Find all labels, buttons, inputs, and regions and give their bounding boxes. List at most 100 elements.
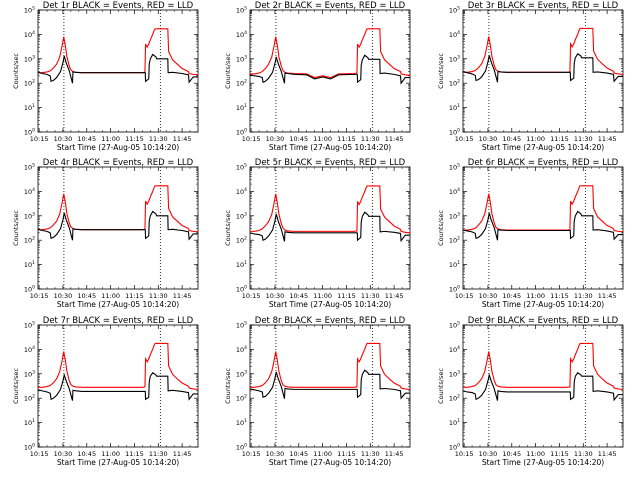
chart-panel-9: Det 9r BLACK = Events, RED = LLD Counts/s… [437, 316, 624, 467]
x-tick-label: 10:15 [455, 135, 474, 143]
x-tick-label: 11:45 [173, 292, 192, 300]
x-tick-label: 10:15 [455, 450, 474, 458]
y-tick-label: 102 [449, 394, 460, 403]
y-tick-label: 102 [449, 79, 460, 88]
x-tick-label: 10:30 [54, 135, 73, 143]
series-line-events [37, 372, 198, 401]
y-axis-label: Counts/sec [12, 53, 20, 89]
y-axis-label: Counts/sec [437, 210, 445, 246]
y-tick-label: 102 [236, 79, 247, 88]
y-tick-label: 104 [24, 187, 35, 196]
x-axis-label: Start Time (27-Aug-05 10:14:20) [482, 300, 604, 309]
x-tick-label: 10:45 [289, 450, 308, 458]
series-line-events [37, 53, 198, 84]
y-tick-label: 101 [236, 260, 247, 269]
x-tick-label: 10:30 [479, 450, 498, 458]
x-tick-label: 10:45 [77, 135, 96, 143]
x-tick-label: 10:15 [30, 292, 49, 300]
plot-frame [249, 324, 411, 448]
y-tick-label: 101 [24, 418, 35, 427]
x-tick-label: 11:45 [598, 450, 617, 458]
y-tick-label: 101 [449, 260, 460, 269]
x-tick-label: 11:00 [526, 292, 545, 300]
y-tick-label: 102 [24, 79, 35, 88]
y-tick-label: 105 [449, 163, 460, 172]
chart-panel-6: Det 6r BLACK = Events, RED = LLD Counts/s… [437, 158, 624, 309]
y-tick-label: 103 [24, 369, 35, 378]
x-tick-label: 11:45 [598, 135, 617, 143]
x-tick-label: 11:00 [526, 135, 545, 143]
x-tick-label: 11:30 [361, 135, 380, 143]
x-tick-label: 11:45 [173, 450, 192, 458]
x-tick-label: 10:45 [289, 135, 308, 143]
y-axis-label: Counts/sec [224, 53, 232, 89]
x-tick-label: 10:30 [266, 450, 285, 458]
x-tick-label: 11:15 [337, 450, 356, 458]
plot-frame [462, 166, 624, 290]
x-axis-label: Start Time (27-Aug-05 10:14:20) [482, 458, 604, 467]
series-line-lld [250, 185, 411, 234]
x-axis-label: Start Time (27-Aug-05 10:14:20) [57, 458, 179, 467]
x-tick-label: 11:00 [313, 292, 332, 300]
y-tick-label: 105 [449, 321, 460, 330]
chart-panel-1: Det 1r BLACK = Events, RED = LLD Counts/s… [12, 1, 199, 152]
x-tick-label: 10:30 [266, 292, 285, 300]
x-tick-label: 10:45 [502, 450, 521, 458]
x-tick-label: 10:30 [266, 135, 285, 143]
x-tick-label: 10:30 [54, 292, 73, 300]
plot-frame [37, 324, 199, 448]
x-tick-label: 10:45 [502, 135, 521, 143]
y-axis-label: Counts/sec [12, 368, 20, 404]
series-line-events [249, 211, 410, 243]
chart-title: Det 6r BLACK = Events, RED = LLD [468, 158, 619, 168]
chart-panel-7: Det 7r BLACK = Events, RED = LLD Counts/s… [12, 316, 199, 467]
y-tick-label: 102 [449, 236, 460, 245]
y-tick-label: 105 [24, 6, 35, 15]
y-tick-label: 102 [24, 236, 35, 245]
plot-frame [462, 9, 624, 133]
series-line-events [249, 369, 410, 400]
series-line-lld [250, 28, 411, 79]
chart-title: Det 2r BLACK = Events, RED = LLD [255, 1, 406, 11]
y-tick-label: 105 [24, 163, 35, 172]
x-axis-label: Start Time (27-Aug-05 10:14:20) [269, 300, 391, 309]
plot-frame [249, 166, 411, 290]
y-tick-label: 100 [24, 443, 35, 452]
x-tick-label: 11:30 [149, 450, 168, 458]
y-tick-label: 104 [449, 345, 460, 354]
y-tick-label: 102 [24, 394, 35, 403]
y-tick-label: 103 [24, 54, 35, 63]
plot-frame [37, 9, 199, 133]
x-tick-label: 10:15 [242, 292, 261, 300]
chart-title: Det 7r BLACK = Events, RED = LLD [43, 316, 194, 326]
y-tick-label: 103 [236, 54, 247, 63]
x-tick-label: 10:15 [30, 135, 49, 143]
chart-panel-8: Det 8r BLACK = Events, RED = LLD Counts/s… [224, 316, 411, 467]
x-tick-label: 10:45 [502, 292, 521, 300]
chart-panel-2: Det 2r BLACK = Events, RED = LLD Counts/s… [224, 1, 411, 152]
chart-title: Det 8r BLACK = Events, RED = LLD [255, 316, 406, 326]
series-line-events [37, 210, 198, 241]
x-tick-label: 11:00 [101, 135, 120, 143]
x-tick-label: 11:15 [125, 135, 144, 143]
series-line-events [462, 53, 623, 83]
chart-title: Det 1r BLACK = Events, RED = LLD [43, 1, 194, 11]
x-tick-label: 10:15 [30, 450, 49, 458]
y-tick-label: 102 [236, 236, 247, 245]
x-tick-label: 11:15 [550, 450, 569, 458]
plot-frame [249, 9, 411, 133]
y-tick-label: 103 [24, 211, 35, 220]
y-tick-label: 104 [236, 30, 247, 39]
x-tick-label: 11:00 [101, 450, 120, 458]
y-tick-label: 100 [236, 443, 247, 452]
x-tick-label: 11:30 [361, 292, 380, 300]
chart-title: Det 5r BLACK = Events, RED = LLD [255, 158, 406, 168]
chart-title: Det 4r BLACK = Events, RED = LLD [43, 158, 194, 168]
y-axis-label: Counts/sec [224, 368, 232, 404]
x-axis-label: Start Time (27-Aug-05 10:14:20) [482, 143, 604, 152]
x-tick-label: 11:00 [313, 135, 332, 143]
plot-frame [37, 166, 199, 290]
x-tick-label: 11:15 [337, 292, 356, 300]
x-tick-label: 11:15 [550, 292, 569, 300]
